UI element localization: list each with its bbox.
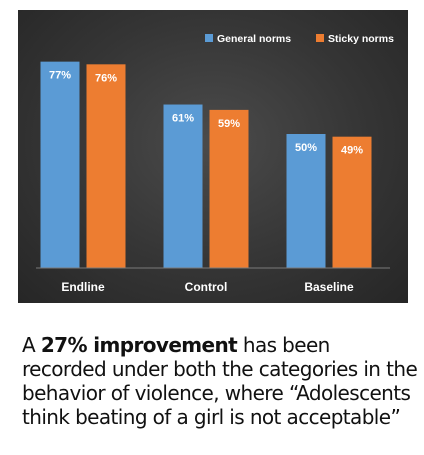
legend-swatch-general-norms: [205, 34, 213, 42]
bar-sticky-norms-control: [209, 109, 249, 268]
bar-sticky-norms-endline: [86, 64, 126, 268]
caption-suffix: has been recorded under both the categor…: [22, 333, 418, 429]
data-label-sticky-norms-baseline: 49%: [341, 145, 363, 157]
data-label-sticky-norms-control: 59%: [218, 118, 240, 130]
chart-bars: 77% 76% 61% 59% 50% 49%: [40, 61, 372, 269]
bar-general-norms-baseline: [286, 134, 326, 268]
chart-legend: General norms Sticky norms: [205, 33, 394, 45]
legend-label-sticky-norms: Sticky norms: [328, 33, 394, 45]
bar-chart: General norms Sticky norms 77% 76% 61% 59% 50…: [36, 33, 394, 294]
legend-label-general-norms: General norms: [217, 33, 291, 45]
bar-general-norms-endline: [40, 61, 80, 268]
chart-panel: General norms Sticky norms 77% 76% 61% 59% 50…: [18, 10, 408, 303]
x-tick-control: Control: [185, 280, 228, 294]
data-label-general-norms-control: 61%: [172, 113, 194, 125]
caption-text: A 27% improvement has been recorded unde…: [22, 333, 418, 429]
x-axis-ticks: Endline Control Baseline: [61, 280, 354, 294]
x-tick-baseline: Baseline: [304, 280, 354, 294]
caption-prefix: A: [22, 333, 41, 357]
data-label-general-norms-endline: 77%: [49, 70, 71, 82]
data-label-sticky-norms-endline: 76%: [95, 72, 117, 84]
x-tick-endline: Endline: [61, 280, 105, 294]
data-label-general-norms-baseline: 50%: [295, 142, 317, 154]
bar-sticky-norms-baseline: [332, 136, 372, 268]
caption-highlight: 27% improvement: [40, 333, 238, 357]
legend-swatch-sticky-norms: [316, 34, 324, 42]
bar-general-norms-control: [163, 104, 203, 269]
